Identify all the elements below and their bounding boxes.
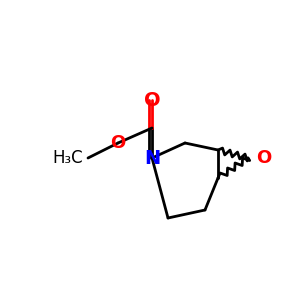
Text: O: O [144,91,160,110]
Text: O: O [256,149,271,167]
Text: N: N [144,148,160,167]
Text: O: O [110,134,126,152]
Text: H₃C: H₃C [52,149,83,167]
